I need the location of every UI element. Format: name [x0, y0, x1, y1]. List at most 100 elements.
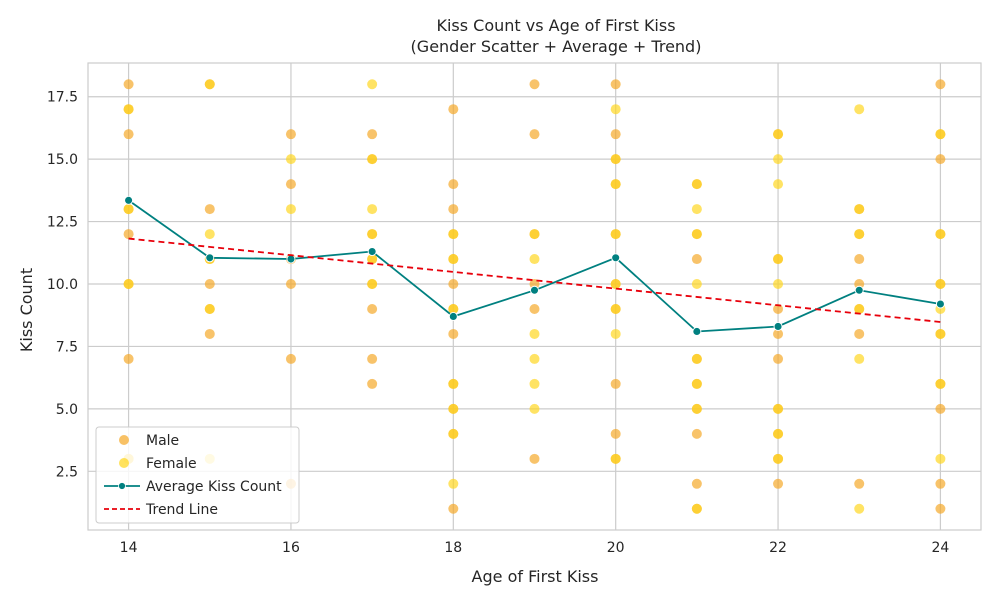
female-point — [529, 353, 540, 364]
female-point — [610, 179, 621, 190]
female-point — [448, 378, 459, 389]
legend-label-trend: Trend Line — [145, 502, 218, 518]
female-point — [854, 303, 865, 314]
male-point — [935, 154, 946, 165]
female-point — [935, 328, 946, 339]
average-point — [367, 247, 377, 256]
male-point — [285, 279, 296, 290]
female-point — [691, 279, 702, 290]
average-point — [205, 253, 215, 263]
male-point — [123, 129, 134, 140]
male-point — [529, 79, 540, 90]
female-point — [935, 378, 946, 389]
y-tick-label: 12.5 — [47, 215, 78, 231]
male-point — [773, 353, 784, 364]
trend-line — [128, 237, 941, 323]
average-point — [854, 285, 864, 295]
female-point — [367, 229, 378, 240]
male-point — [204, 204, 215, 215]
female-point — [854, 104, 865, 115]
male-point — [773, 303, 784, 314]
female-point — [529, 403, 540, 414]
y-tick-label: 15.0 — [47, 152, 78, 168]
male-point — [773, 328, 784, 339]
female-point — [935, 279, 946, 290]
female-point — [691, 353, 702, 364]
legend-marker-female — [119, 458, 129, 468]
average-point — [124, 195, 134, 205]
female-point — [367, 279, 378, 290]
male-point — [448, 179, 459, 190]
y-tick-label: 7.5 — [56, 339, 78, 355]
female-point — [367, 204, 378, 215]
x-tick-label: 24 — [931, 540, 949, 556]
female-point — [285, 204, 296, 215]
average-point — [530, 285, 539, 295]
male-point — [123, 353, 134, 364]
female-point — [610, 453, 621, 464]
male-point — [691, 428, 702, 439]
female-point — [691, 503, 702, 514]
male-point — [529, 303, 540, 314]
male-point — [854, 279, 865, 290]
legend-marker-average — [118, 482, 126, 490]
chart-title-line-1: Kiss Count vs Age of First Kiss — [436, 16, 675, 35]
legend-marker-male — [119, 435, 129, 445]
female-point — [610, 279, 621, 290]
average-point — [935, 299, 945, 309]
female-point — [691, 229, 702, 240]
female-point — [691, 179, 702, 190]
male-point — [935, 503, 946, 514]
male-point — [448, 204, 459, 215]
female-point — [448, 478, 459, 489]
female-point — [773, 254, 784, 265]
y-axis-label: Kiss Count — [17, 268, 36, 352]
male-point — [935, 403, 946, 414]
male-point — [610, 378, 621, 389]
female-point — [610, 303, 621, 314]
female-point — [123, 104, 134, 115]
male-point — [367, 303, 378, 314]
female-point — [529, 254, 540, 265]
male-point — [285, 129, 296, 140]
female-point — [854, 204, 865, 215]
male-point — [367, 353, 378, 364]
average-series — [124, 195, 945, 336]
female-point — [773, 453, 784, 464]
trend-series — [128, 237, 941, 323]
female-point — [123, 204, 134, 215]
male-point — [448, 279, 459, 290]
average-point — [692, 327, 702, 336]
x-ticks: 14 16 18 20 22 24 — [120, 540, 950, 556]
female-point — [610, 328, 621, 339]
male-point — [448, 104, 459, 115]
female-point — [367, 79, 378, 90]
female-point — [448, 428, 459, 439]
female-point — [691, 403, 702, 414]
male-point — [935, 79, 946, 90]
x-tick-label: 16 — [282, 540, 300, 556]
male-point — [285, 353, 296, 364]
male-point — [854, 328, 865, 339]
female-point — [854, 503, 865, 514]
female-point — [610, 104, 621, 115]
male-point — [935, 478, 946, 489]
male-point — [773, 478, 784, 489]
legend-label-female: Female — [146, 456, 197, 472]
female-point — [610, 229, 621, 240]
x-tick-label: 20 — [607, 540, 625, 556]
chart-title-line-2: (Gender Scatter + Average + Trend) — [411, 37, 702, 56]
male-point — [691, 478, 702, 489]
y-tick-label: 10.0 — [47, 277, 78, 293]
male-point — [691, 254, 702, 265]
female-point — [448, 303, 459, 314]
female-point — [448, 229, 459, 240]
y-ticks: 2.5 5.0 7.5 10.0 12.5 15.0 17.5 — [47, 90, 78, 481]
male-point — [529, 279, 540, 290]
legend-label-male: Male — [146, 433, 179, 449]
male-point — [285, 179, 296, 190]
female-point — [448, 254, 459, 265]
legend: Male Female Average Kiss Count Trend Lin… — [95, 426, 300, 524]
female-point — [773, 154, 784, 165]
female-point — [367, 254, 378, 265]
